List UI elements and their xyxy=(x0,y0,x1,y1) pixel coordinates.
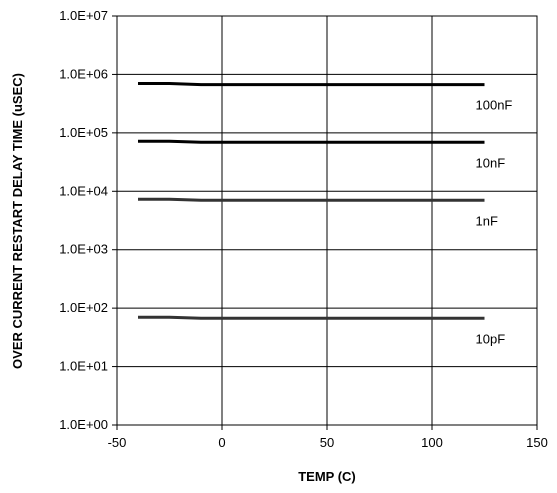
x-tick-label: 0 xyxy=(218,435,225,450)
x-tick-label: 150 xyxy=(526,435,548,450)
x-tick-label: 100 xyxy=(421,435,443,450)
y-tick-label: 1.0E+07 xyxy=(59,8,108,23)
x-axis-title: TEMP (C) xyxy=(298,469,356,484)
series-line-1nF xyxy=(138,197,485,202)
y-tick-label: 1.0E+06 xyxy=(59,66,108,81)
series-label-1nF: 1nF xyxy=(476,213,498,228)
series-labels: 100nF 10nF 1nF 10pF xyxy=(476,98,513,347)
y-tick-label: 1.0E+03 xyxy=(59,242,108,257)
y-tick-label: 1.0E+01 xyxy=(59,359,108,374)
x-tick-label: -50 xyxy=(108,435,127,450)
x-tick-label: 50 xyxy=(320,435,334,450)
series-line-10pF xyxy=(138,315,485,320)
y-tick-label: 1.0E+05 xyxy=(59,125,108,140)
series-label-10nF: 10nF xyxy=(476,155,506,170)
y-tick-label: 1.0E+00 xyxy=(59,417,108,432)
y-tick-label: 1.0E+04 xyxy=(59,183,108,198)
y-ticks: 1.0E+00 1.0E+01 1.0E+02 1.0E+03 1.0E+04 1.0E+… xyxy=(59,8,117,432)
y-axis-title: OVER CURRENT RESTART DELAY TIME (uSEC) xyxy=(10,73,25,369)
series-label-10pF: 10pF xyxy=(476,331,506,346)
series-label-100nF: 100nF xyxy=(476,98,513,113)
series-line-10nF xyxy=(138,139,485,144)
x-ticks: -50 0 50 100 150 xyxy=(108,425,548,450)
y-tick-label: 1.0E+02 xyxy=(59,300,108,315)
series-line-100nF xyxy=(138,82,485,87)
series-group xyxy=(138,82,485,320)
